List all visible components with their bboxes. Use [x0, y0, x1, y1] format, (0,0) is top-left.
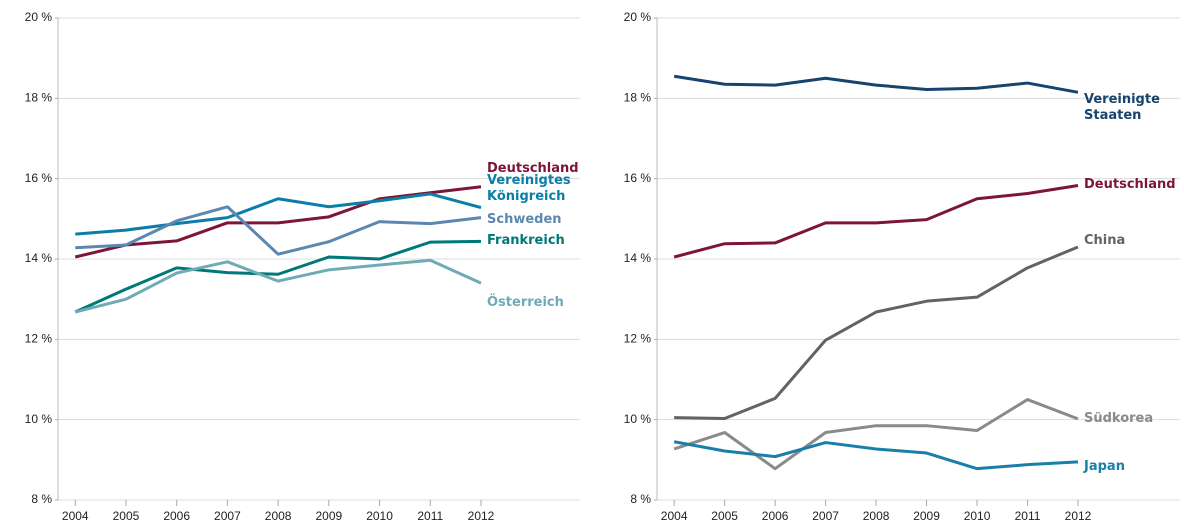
x-tick-label: 2008 — [863, 509, 890, 523]
y-tick-label: 18 % — [624, 91, 652, 105]
series-label: Deutschland — [487, 160, 579, 176]
series-label: Japan — [1084, 458, 1125, 474]
y-tick-label: 12 % — [25, 332, 53, 346]
y-tick-label: 10 % — [624, 412, 652, 426]
series-line — [75, 192, 482, 236]
series-label: Südkorea — [1084, 410, 1154, 426]
y-tick-label: 8 % — [31, 492, 52, 506]
x-tick-label: 2009 — [315, 509, 342, 523]
x-tick-label: 2008 — [265, 509, 292, 523]
x-tick-label: 2007 — [214, 509, 241, 523]
y-tick-label: 18 % — [25, 91, 53, 105]
x-tick-label: 2012 — [468, 509, 495, 523]
series-label: Schweden — [487, 211, 562, 227]
series-label: Vereinigte Staaten — [1084, 92, 1160, 124]
x-tick-label: 2011 — [417, 509, 443, 523]
x-tick-label: 2010 — [366, 509, 393, 523]
series-line — [673, 440, 1079, 471]
x-tick-label: 2006 — [762, 509, 789, 523]
series-line — [74, 258, 482, 314]
x-tick-label: 2005 — [711, 509, 738, 523]
x-tick-label: 2006 — [163, 509, 190, 523]
series-line — [673, 184, 1079, 259]
x-tick-label: 2010 — [964, 509, 991, 523]
x-tick-label: 2005 — [113, 509, 140, 523]
y-tick-label: 20 % — [25, 10, 53, 24]
y-tick-label: 8 % — [630, 492, 651, 506]
y-tick-label: 16 % — [25, 171, 53, 185]
y-tick-label: 16 % — [624, 171, 652, 185]
series-label: Deutschland — [1084, 177, 1176, 193]
x-tick-label: 2012 — [1065, 509, 1092, 523]
y-tick-label: 14 % — [25, 251, 53, 265]
x-tick-label: 2007 — [812, 509, 839, 523]
series-label: China — [1084, 232, 1126, 248]
series-label: Frankreich — [487, 233, 565, 249]
series-label: Österreich — [487, 295, 564, 311]
y-tick-label: 14 % — [624, 251, 652, 265]
series-line — [673, 74, 1079, 94]
series-label: Vereinigtes Königreich — [487, 172, 571, 204]
series-line — [74, 239, 482, 314]
x-tick-label: 2004 — [62, 509, 89, 523]
series-line — [673, 398, 1079, 471]
y-tick-label: 20 % — [624, 10, 652, 24]
x-tick-label: 2011 — [1015, 509, 1041, 523]
y-tick-label: 12 % — [624, 332, 652, 346]
series-line — [75, 205, 482, 256]
y-tick-label: 10 % — [25, 412, 53, 426]
x-tick-label: 2004 — [661, 509, 688, 523]
x-tick-label: 2009 — [913, 509, 940, 523]
series-line — [674, 245, 1079, 420]
